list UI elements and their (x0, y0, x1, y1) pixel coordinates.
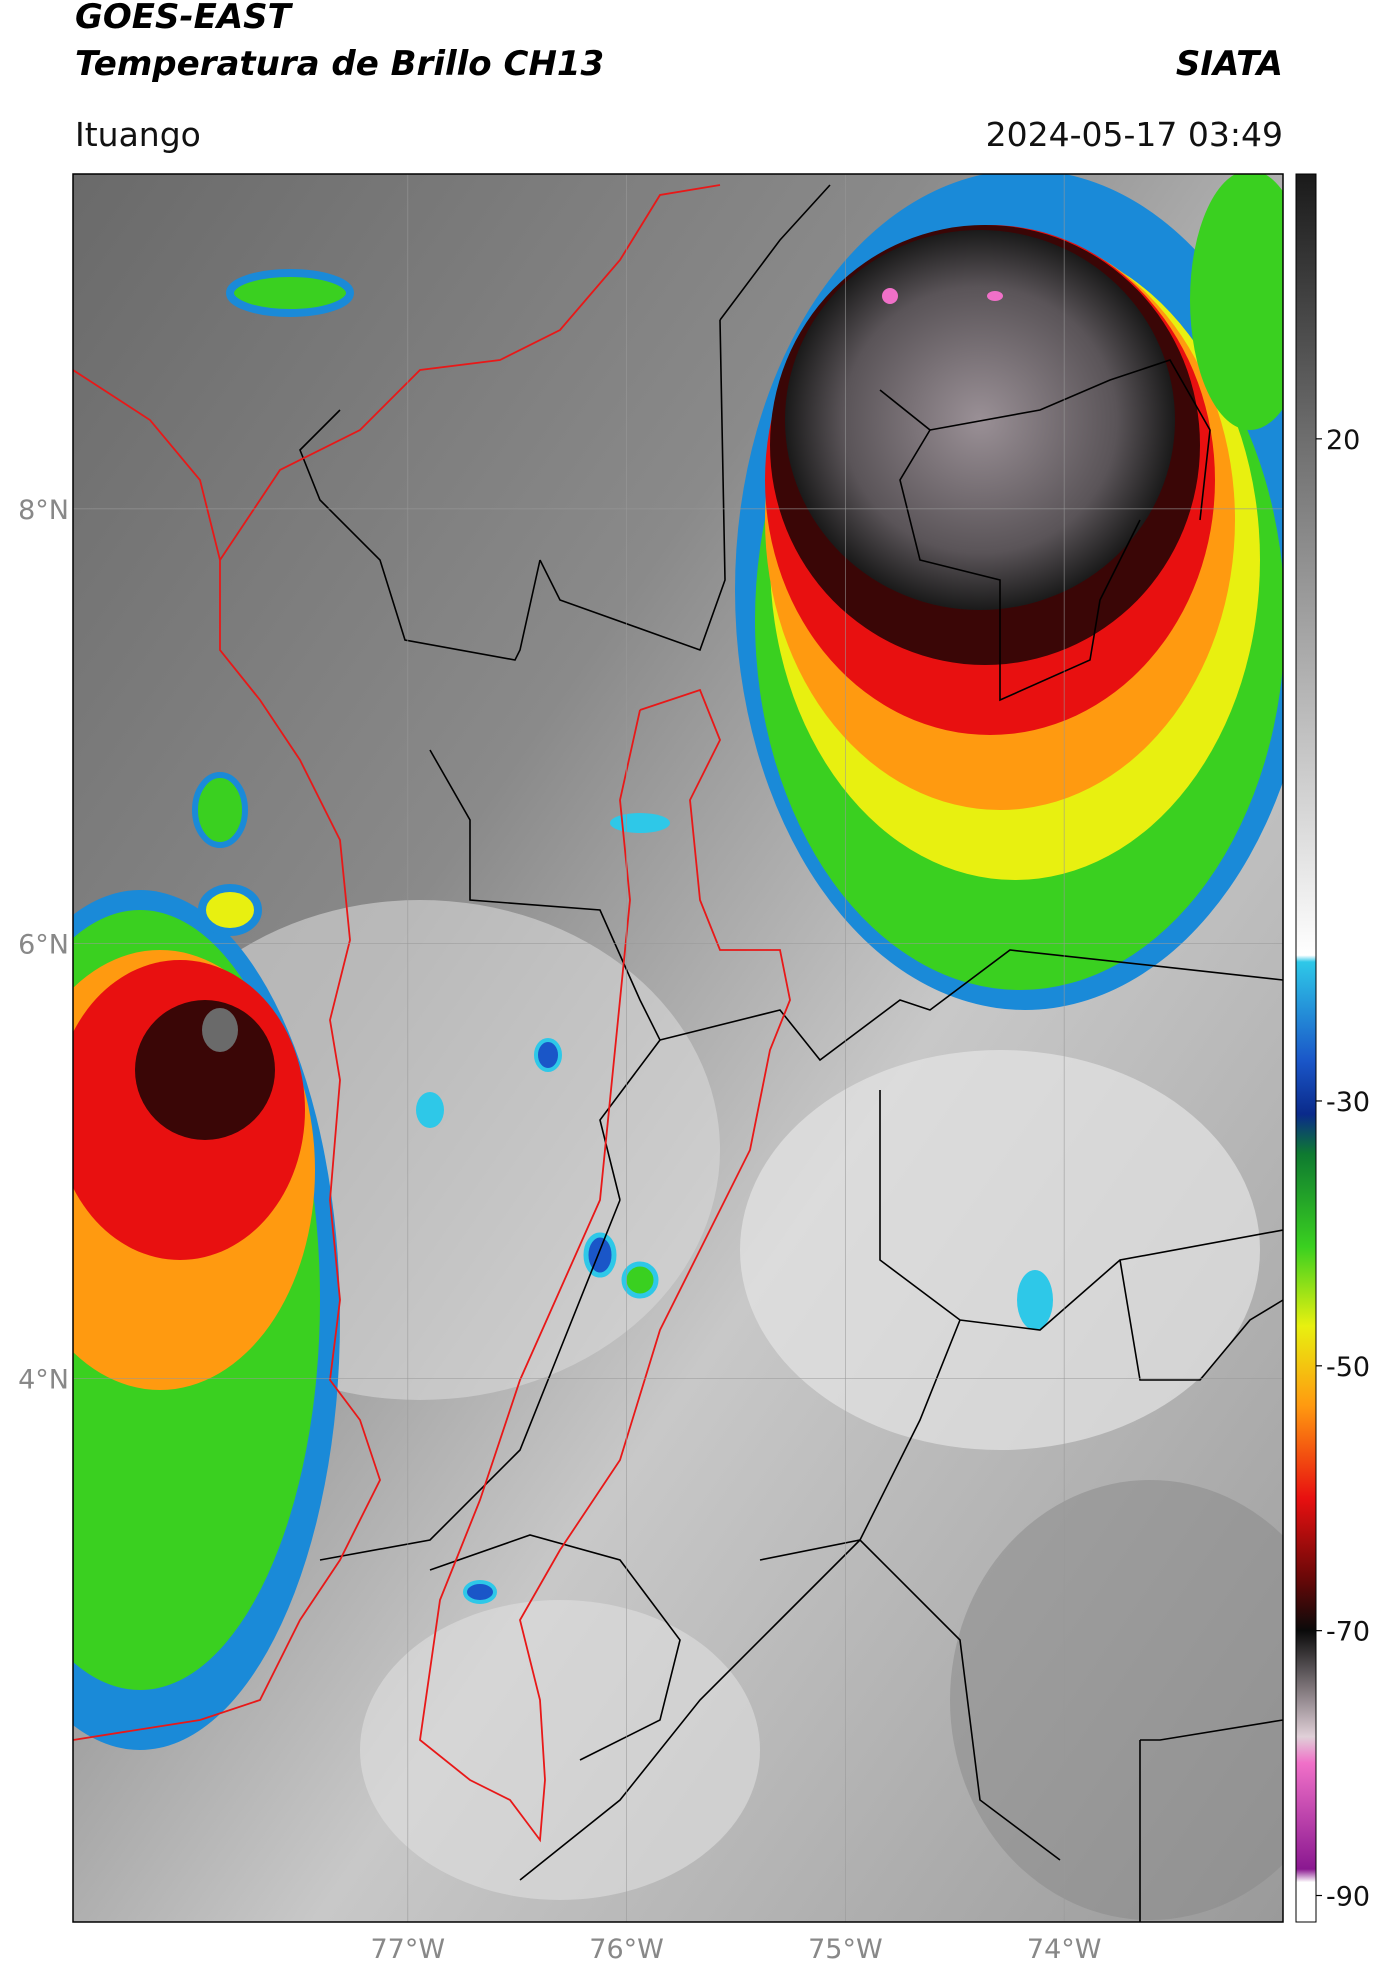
colorbar-tick-label: 20 (1326, 425, 1360, 456)
colorbar-tick-label: -50 (1326, 1352, 1370, 1383)
source: SIATA (1176, 44, 1283, 84)
region: Ituango (75, 115, 201, 154)
colorbar-tick-label: -30 (1326, 1087, 1370, 1118)
colorbar-fill (1295, 173, 1317, 1923)
map-frame (72, 173, 1284, 1923)
lat-tick-label: 4°N (18, 1364, 69, 1395)
lon-tick-label: 77°W (370, 1934, 445, 1965)
graticule: 8°N 6°N 4°N 77°W 76°W 75°W 74°W (18, 174, 1283, 1965)
colorbar: 20 -30 -50 -70 -90 (1295, 173, 1370, 1923)
timestamp: 2024-05-17 03:49 (986, 115, 1283, 154)
lon-tick-label: 76°W (589, 1934, 664, 1965)
satellite-image (73, 174, 1283, 1922)
colorbar-tick-label: -90 (1326, 1882, 1370, 1913)
lon-tick-label: 74°W (1027, 1934, 1102, 1965)
subtitle: Temperatura de Brillo CH13 (75, 44, 604, 84)
lat-tick-label: 6°N (18, 930, 69, 961)
colorbar-tick-label: -70 (1326, 1617, 1370, 1648)
lon-tick-label: 75°W (808, 1934, 883, 1965)
title: GOES-EAST (75, 0, 294, 37)
lat-tick-label: 8°N (18, 495, 69, 526)
